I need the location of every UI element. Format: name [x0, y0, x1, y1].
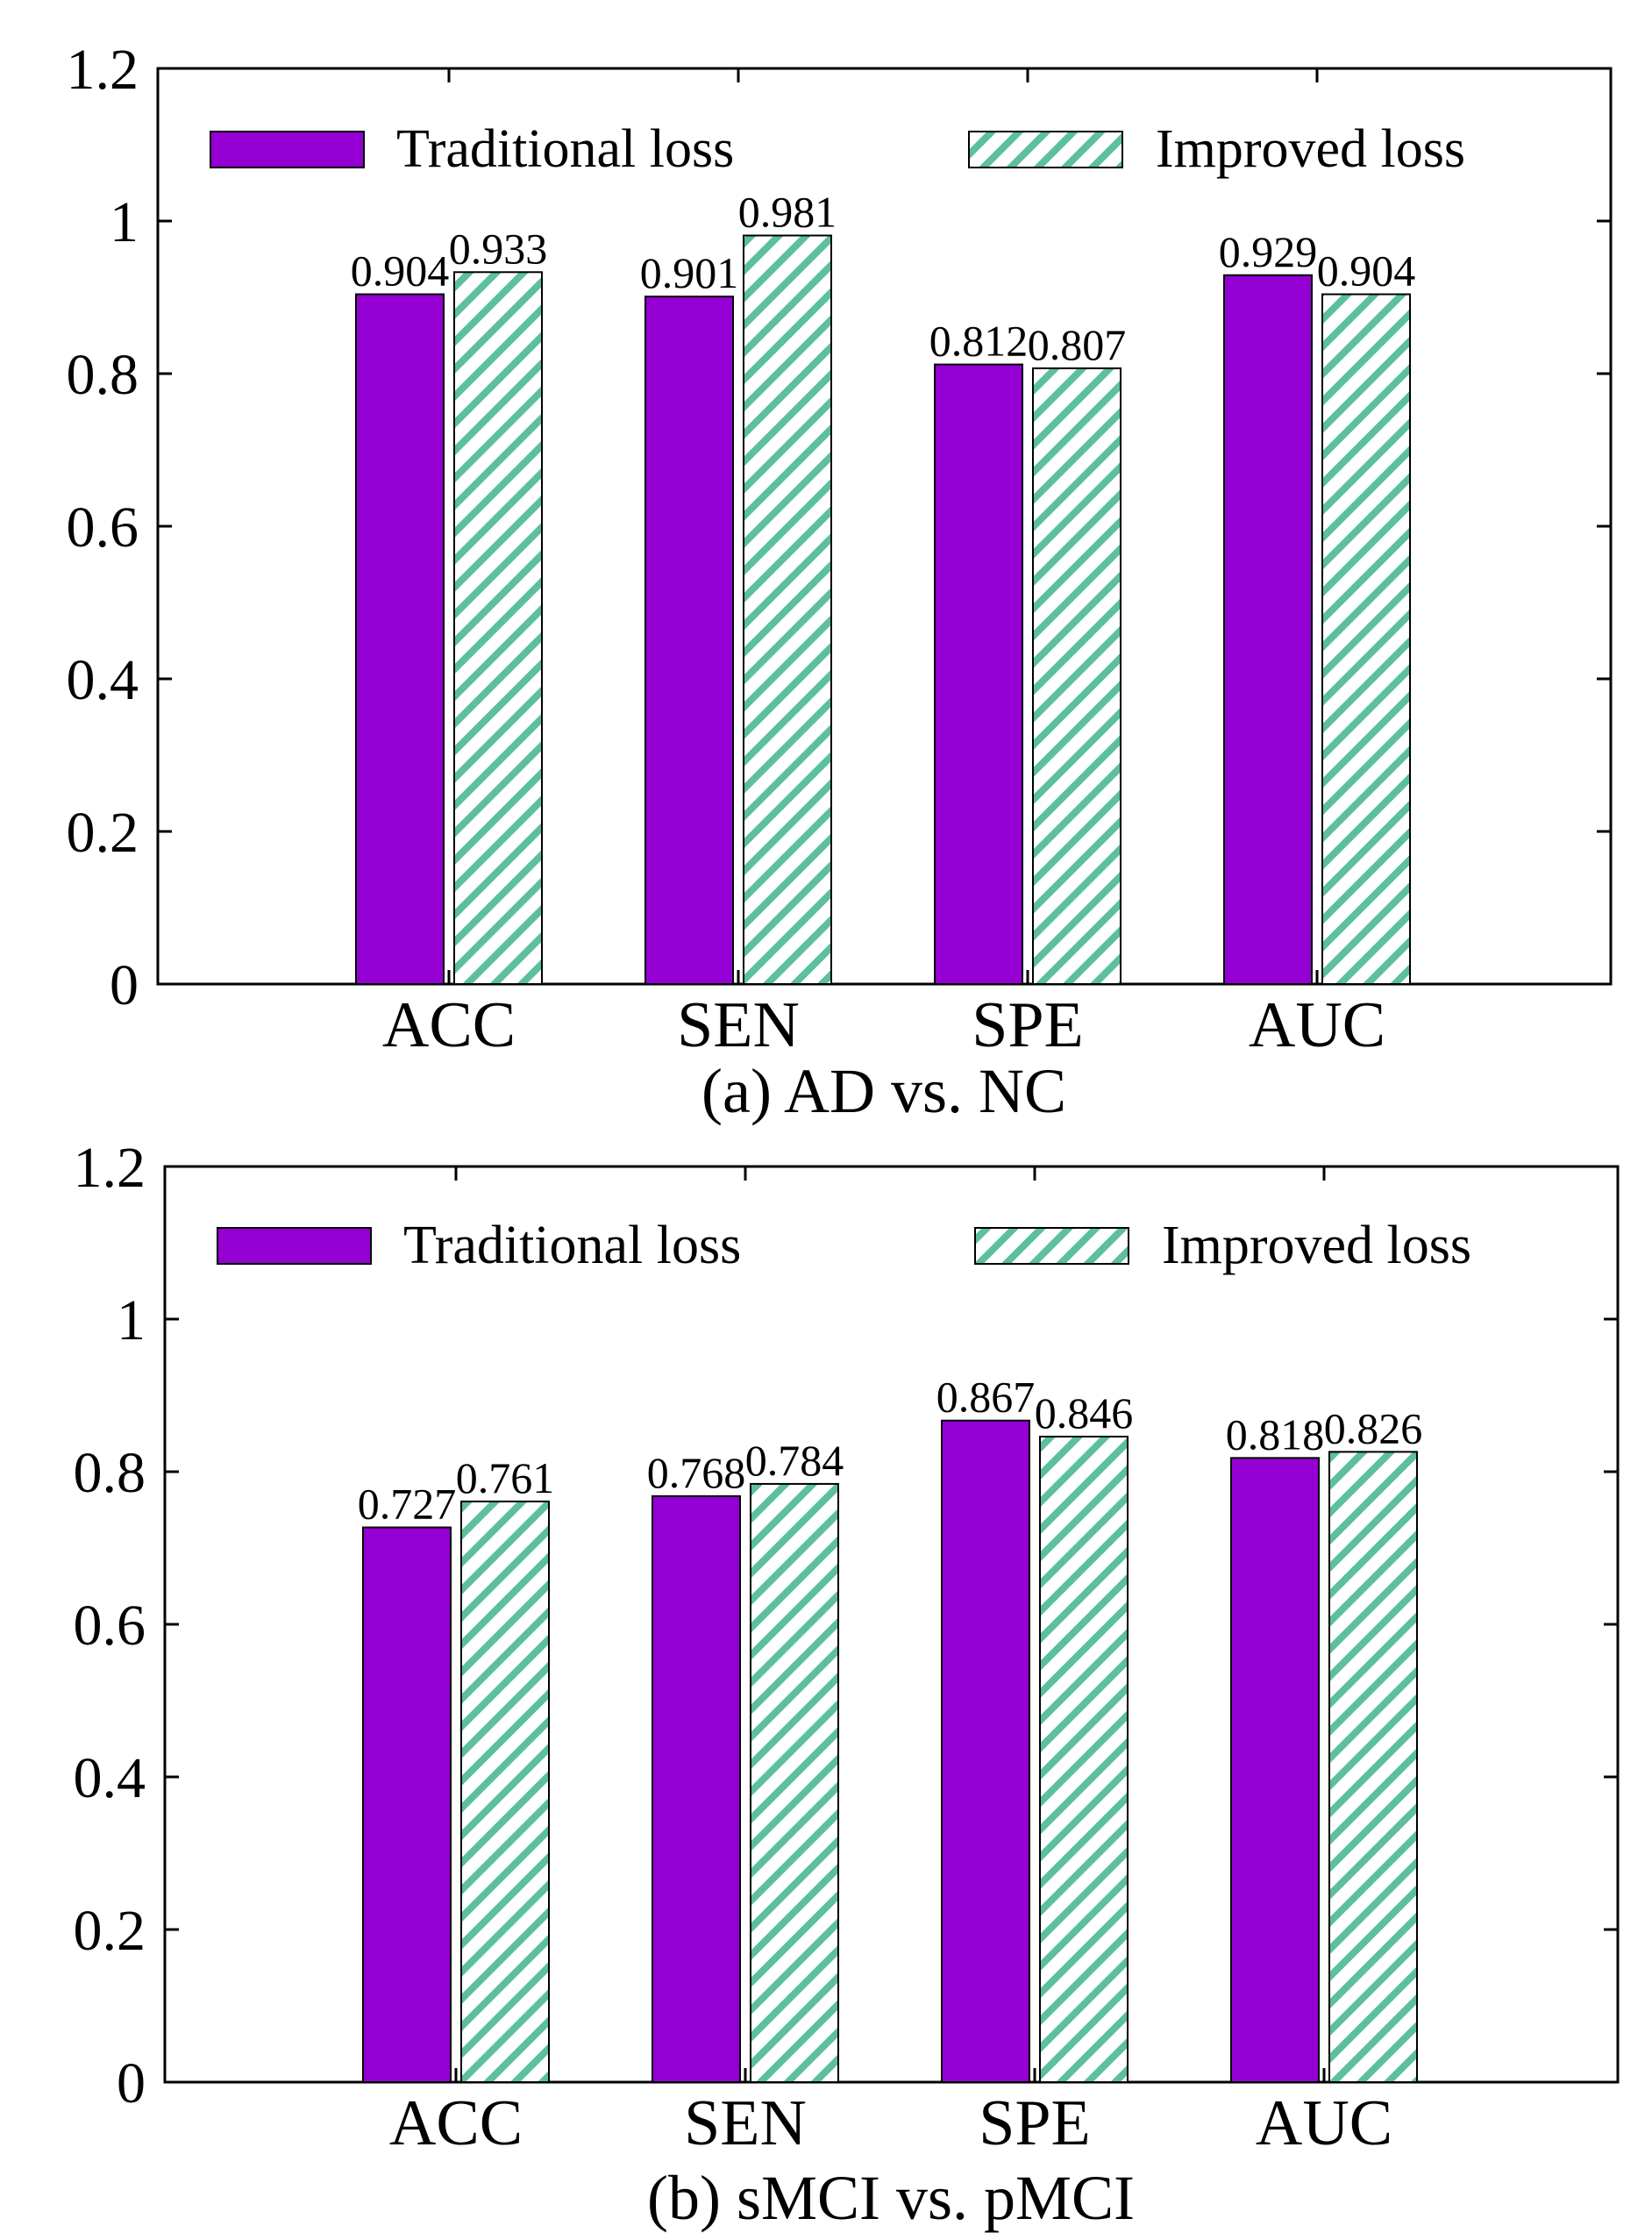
- data-label: 0.981: [738, 188, 837, 237]
- chart-caption: (a) AD vs. NC: [701, 1056, 1066, 1126]
- legend: Traditional loss Improved loss: [210, 119, 1465, 179]
- x-tick-label: SEN: [684, 2087, 807, 2159]
- chart-panel-a: 00.20.40.60.811.2 ACC SEN SPE AUC 0.904 0.93…: [67, 38, 1613, 1126]
- legend-label-traditional: Traditional loss: [396, 119, 734, 179]
- y-tick-label: 0.2: [74, 1899, 146, 1963]
- data-label: 0.904: [1317, 246, 1416, 296]
- data-label: 0.727: [358, 1480, 457, 1529]
- legend-swatch-traditional: [210, 131, 365, 168]
- data-label: 0.807: [1028, 320, 1127, 369]
- data-label: 0.768: [647, 1448, 746, 1497]
- data-label: 0.846: [1035, 1388, 1134, 1437]
- data-label: 0.867: [936, 1373, 1036, 1422]
- bar-improved-loss: [750, 1482, 839, 2084]
- data-label: 0.826: [1324, 1403, 1423, 1452]
- data-label: 0.818: [1226, 1409, 1325, 1459]
- x-axis: ACC SEN SPE AUC: [382, 68, 1385, 1061]
- y-tick-label: 1.2: [67, 38, 139, 102]
- chart-caption: (b) sMCI vs. pMCI: [647, 2163, 1135, 2233]
- bar-improved-loss: [1321, 293, 1411, 985]
- x-tick-label: SPE: [972, 989, 1084, 1061]
- data-label: 0.929: [1219, 227, 1318, 276]
- bar-traditional-loss: [644, 296, 734, 985]
- y-tick-label: 0: [110, 953, 139, 1017]
- data-label: 0.812: [929, 317, 1029, 366]
- bar-improved-loss: [743, 234, 832, 985]
- legend-swatch-improved: [968, 131, 1123, 168]
- chart-panel-b: 00.20.40.60.811.2 ACC SEN SPE AUC 0.7270.76…: [74, 1136, 1620, 2233]
- data-label: 0.784: [745, 1436, 844, 1485]
- bar-traditional-loss: [1230, 1457, 1320, 2083]
- bar-traditional-loss: [355, 293, 445, 985]
- data-label: 0.933: [449, 224, 548, 273]
- x-tick-label: ACC: [389, 2087, 523, 2159]
- legend-label-improved: Improved loss: [1156, 119, 1465, 179]
- bar-traditional-loss: [1223, 274, 1313, 985]
- bar-improved-loss: [453, 271, 543, 986]
- bar-improved-loss: [1328, 1451, 1418, 2083]
- y-tick-label: 0.2: [67, 801, 139, 865]
- legend-label-improved: Improved loss: [1162, 1216, 1471, 1275]
- y-tick-label: 0.4: [74, 1746, 146, 1810]
- y-axis: 0 0.2 0.4 0.6 0.8 1 1.2: [67, 38, 1611, 1017]
- y-tick-label: 0: [117, 2051, 146, 2115]
- bar-traditional-loss: [934, 363, 1023, 985]
- bars-layer: [355, 234, 1411, 986]
- data-label: 0.901: [640, 248, 739, 297]
- x-axis: ACC SEN SPE AUC: [389, 1166, 1392, 2159]
- data-label: 0.904: [351, 246, 450, 296]
- y-tick-label: 0.8: [67, 343, 139, 407]
- y-tick-label: 0.6: [67, 496, 139, 560]
- bar-traditional-loss: [941, 1419, 1030, 2083]
- y-tick-label: 1: [117, 1288, 146, 1352]
- bar-traditional-loss: [362, 1526, 452, 2083]
- y-tick-label: 0.4: [67, 648, 139, 712]
- legend: Traditional loss Improved loss: [217, 1216, 1471, 1275]
- x-tick-label: AUC: [1249, 989, 1385, 1061]
- x-tick-label: ACC: [382, 989, 516, 1061]
- legend-swatch-traditional: [217, 1227, 372, 1265]
- bars-layer: [362, 1419, 1418, 2084]
- y-tick-label: 1.2: [74, 1136, 146, 1200]
- bar-improved-loss: [460, 1500, 550, 2084]
- y-tick-label: 1: [110, 190, 139, 254]
- y-axis: 0 0.2 0.4 0.6 0.8 1 1.2: [74, 1136, 1618, 2115]
- bar-traditional-loss: [652, 1495, 741, 2083]
- x-tick-label: SEN: [677, 989, 800, 1061]
- legend-swatch-improved: [974, 1227, 1129, 1265]
- x-tick-label: AUC: [1256, 2087, 1392, 2159]
- legend-label-traditional: Traditional loss: [403, 1216, 741, 1275]
- data-label: 0.761: [456, 1453, 555, 1502]
- y-tick-label: 0.8: [74, 1441, 146, 1505]
- x-tick-label: SPE: [979, 2087, 1091, 2159]
- bar-improved-loss: [1032, 367, 1122, 986]
- y-tick-label: 0.6: [74, 1594, 146, 1658]
- bar-improved-loss: [1039, 1435, 1129, 2083]
